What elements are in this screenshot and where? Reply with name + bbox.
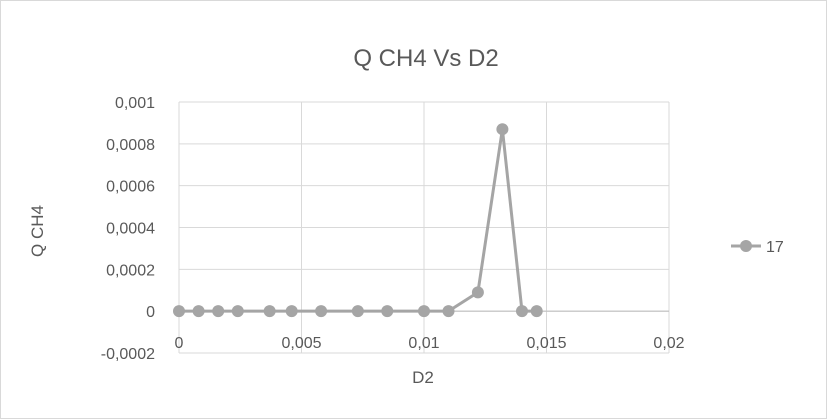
data-point <box>516 305 528 318</box>
series-line <box>179 127 537 313</box>
y-tick-label: 0,001 <box>115 95 155 112</box>
data-point <box>315 305 328 318</box>
data-point <box>381 305 394 318</box>
series-17 <box>173 123 543 318</box>
data-point <box>173 305 185 318</box>
y-tick-label: 0 <box>146 304 155 321</box>
data-point <box>285 305 298 318</box>
data-point <box>231 305 244 318</box>
x-tick-label: 0,02 <box>653 335 684 352</box>
y-tick-label: 0,0002 <box>106 262 155 279</box>
data-point <box>418 305 430 318</box>
x-tick-label: 0,005 <box>281 335 321 352</box>
x-tick-label: 0,01 <box>408 335 439 352</box>
y-tick-label: 0,0008 <box>106 137 155 154</box>
y-tick-label: 0,0006 <box>106 179 155 196</box>
y-axis-title: Q CH4 <box>28 205 47 257</box>
y-tick-label: -0,0002 <box>101 346 155 363</box>
data-point <box>351 305 364 318</box>
data-point <box>192 305 205 318</box>
x-tick-label: 0 <box>175 335 184 352</box>
chart-title: Q CH4 Vs D2 <box>353 45 498 72</box>
data-point <box>530 305 543 318</box>
data-point <box>442 305 455 318</box>
data-point <box>496 123 509 136</box>
y-tick-label: 0,0004 <box>106 221 155 238</box>
legend-marker <box>740 240 752 252</box>
legend-label: 17 <box>766 239 784 256</box>
x-axis-title: D2 <box>412 368 434 387</box>
tick-labels: 0,001 0,0008 0,0006 0,0004 0,0002 0 -0,0002 0 0,… <box>101 95 685 363</box>
data-point <box>212 305 225 318</box>
data-point <box>263 305 276 318</box>
x-tick-label: 0,015 <box>526 335 566 352</box>
legend: 17 <box>731 239 784 256</box>
data-point <box>471 286 484 299</box>
